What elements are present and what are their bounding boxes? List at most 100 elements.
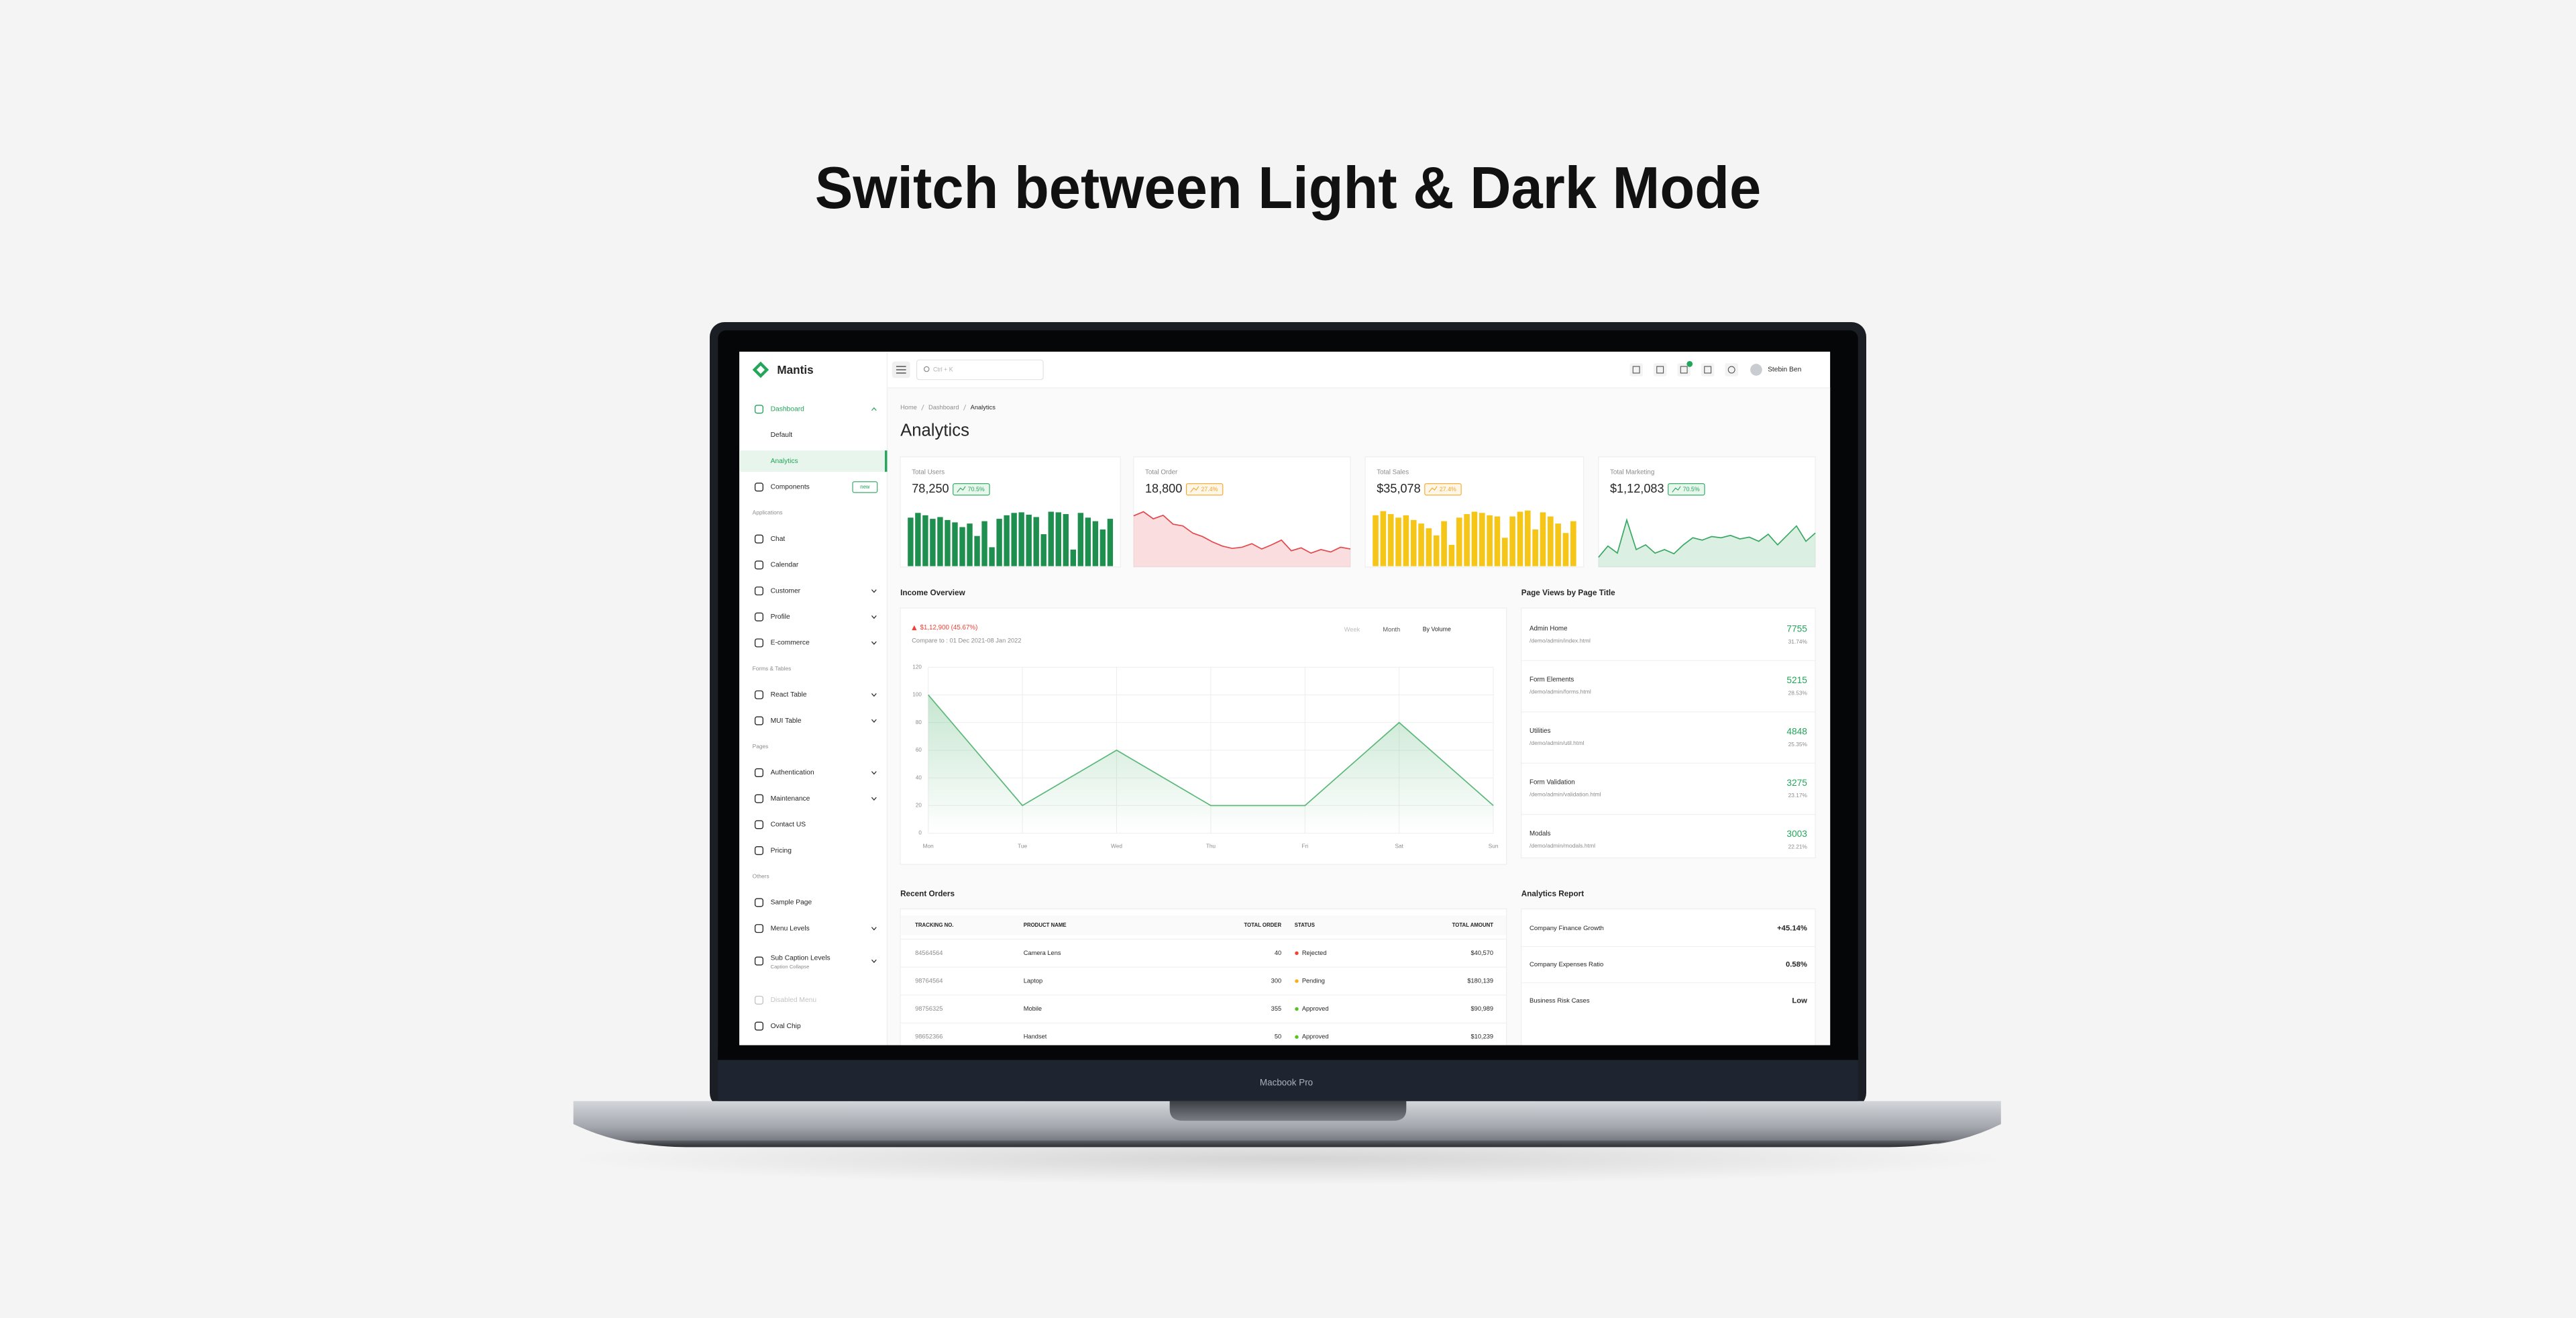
mini-bar: [1107, 519, 1114, 566]
menu-item[interactable]: Chat: [771, 536, 786, 543]
mini-bar: [1517, 511, 1523, 566]
change-arrow: [1428, 486, 1438, 493]
menu-item[interactable]: Dashboard: [771, 405, 805, 413]
mini-line: [1133, 511, 1351, 554]
icon-button[interactable]: [1629, 363, 1643, 376]
menu-item[interactable]: Analytics: [771, 458, 798, 465]
menu-icon: [754, 820, 764, 829]
order-status: Approved: [1302, 1033, 1329, 1040]
menu-item[interactable]: Profile: [771, 613, 790, 621]
header-icons: [1629, 361, 1762, 376]
menu-highlight: [739, 450, 888, 472]
menu-chevron: [871, 959, 877, 963]
mini-bar: [1004, 515, 1010, 566]
tracking-link[interactable]: 98764564: [915, 977, 943, 984]
notification-dot: [1686, 361, 1693, 367]
order-cell: Mobile: [1024, 1005, 1042, 1012]
mini-bar: [1487, 515, 1493, 566]
tracking-link[interactable]: 84564564: [915, 950, 943, 956]
menu-item[interactable]: Maintenance: [771, 795, 810, 803]
order-cell: 50: [1275, 1033, 1281, 1040]
menu-item[interactable]: Authentication: [771, 769, 814, 776]
change-badge-tint: [1424, 483, 1462, 495]
x-tick-label: Wed: [1111, 842, 1122, 849]
breadcrumb-item[interactable]: Home: [900, 404, 917, 411]
order-cell: $40,570: [1471, 950, 1494, 956]
order-cell: Camera Lens: [1024, 950, 1061, 956]
menu-item[interactable]: Components: [771, 484, 810, 491]
menu-item[interactable]: Customer: [771, 587, 801, 595]
section-title: Analytics Report: [1521, 889, 1584, 898]
menu-item[interactable]: Sub Caption Levels: [771, 954, 830, 962]
search-icon: [923, 366, 930, 372]
page-url: /demo/admin/index.html: [1529, 637, 1591, 644]
mini-bar: [1099, 529, 1106, 566]
mini-bar: [1471, 511, 1478, 566]
menu-item[interactable]: React Table: [771, 691, 807, 699]
stat-value: 18,800: [1145, 482, 1182, 495]
tracking-link[interactable]: 98756325: [915, 1005, 943, 1012]
menu-icon: [754, 846, 764, 856]
icon-button[interactable]: [1653, 363, 1667, 376]
y-tick-label: 60: [916, 747, 922, 753]
section-title: Page Views by Page Title: [1521, 589, 1615, 597]
x-tick-label: Tue: [1018, 842, 1027, 849]
mini-area: [1133, 511, 1351, 567]
mini-bar: [1395, 517, 1401, 566]
page-views-value: 3275: [1786, 778, 1807, 788]
breadcrumb-item[interactable]: Dashboard: [928, 404, 959, 411]
menu-caption: Forms & Tables: [753, 665, 792, 672]
mini-bar: [1456, 517, 1462, 566]
menu-item[interactable]: Default: [771, 432, 793, 439]
menu-item[interactable]: E-commerce: [771, 640, 810, 647]
page-views-percent: 23.17%: [1788, 792, 1808, 799]
laptop-base: [573, 1101, 2001, 1144]
range-button[interactable]: Month: [1383, 626, 1400, 633]
mini-bar: [1509, 516, 1515, 566]
page-url: /demo/admin/validation.html: [1529, 791, 1601, 798]
page-views-card: [1521, 607, 1816, 858]
icon-button[interactable]: [1701, 363, 1715, 376]
report-label: Company Finance Growth: [1529, 925, 1604, 932]
report-label: Company Expenses Ratio: [1529, 961, 1603, 968]
menu-item[interactable]: MUI Table: [771, 717, 802, 725]
mini-bar: [1026, 514, 1032, 566]
mini-bar: [1011, 513, 1017, 566]
y-tick-label: 80: [916, 719, 922, 725]
range-button[interactable]: Week: [1344, 626, 1360, 633]
report-label: Business Risk Cases: [1529, 997, 1590, 1005]
order-cell: $90,989: [1471, 1005, 1494, 1012]
menu-item[interactable]: Sample Page: [771, 899, 812, 907]
menu-item[interactable]: Oval Chip: [771, 1023, 801, 1030]
search-box[interactable]: [916, 359, 1044, 381]
menu-item[interactable]: Menu Levels: [771, 925, 810, 932]
stat-value: $1,12,083: [1610, 482, 1664, 495]
page-title-row: Utilities: [1529, 727, 1551, 735]
tracking-link[interactable]: 98652366: [915, 1033, 943, 1040]
mini-bar: [1433, 535, 1440, 566]
change-arrow: [957, 486, 966, 493]
menu-chevron: [871, 771, 877, 775]
icon-button[interactable]: [1725, 363, 1738, 376]
device-label: Macbook Pro: [1260, 1077, 1313, 1087]
menu-item[interactable]: Pricing: [771, 847, 792, 854]
laptop-foot: [624, 1140, 1952, 1148]
search-placeholder: Ctrl + K: [933, 366, 953, 372]
menu-icon: [754, 1021, 764, 1031]
menu-icon: [754, 638, 764, 648]
menu-item[interactable]: Contact US: [771, 821, 806, 829]
column-header: PRODUCT NAME: [1024, 922, 1067, 928]
income-amount: $1,12,900 (45.67%): [920, 624, 977, 631]
menu-item[interactable]: Calendar: [771, 562, 799, 569]
menu-icon: [754, 924, 764, 933]
page-url: /demo/admin/forms.html: [1529, 689, 1591, 695]
menu-chevron: [871, 407, 877, 411]
orders-header-bg: [900, 915, 1506, 935]
column-header: STATUS: [1295, 922, 1315, 928]
avatar[interactable]: [1750, 364, 1762, 376]
page-views-percent: 22.21%: [1788, 844, 1808, 850]
menu-icon: [754, 794, 764, 803]
change-badge: [1185, 483, 1224, 496]
status-dot: [1295, 1007, 1299, 1011]
order-cell: Handset: [1024, 1033, 1047, 1040]
